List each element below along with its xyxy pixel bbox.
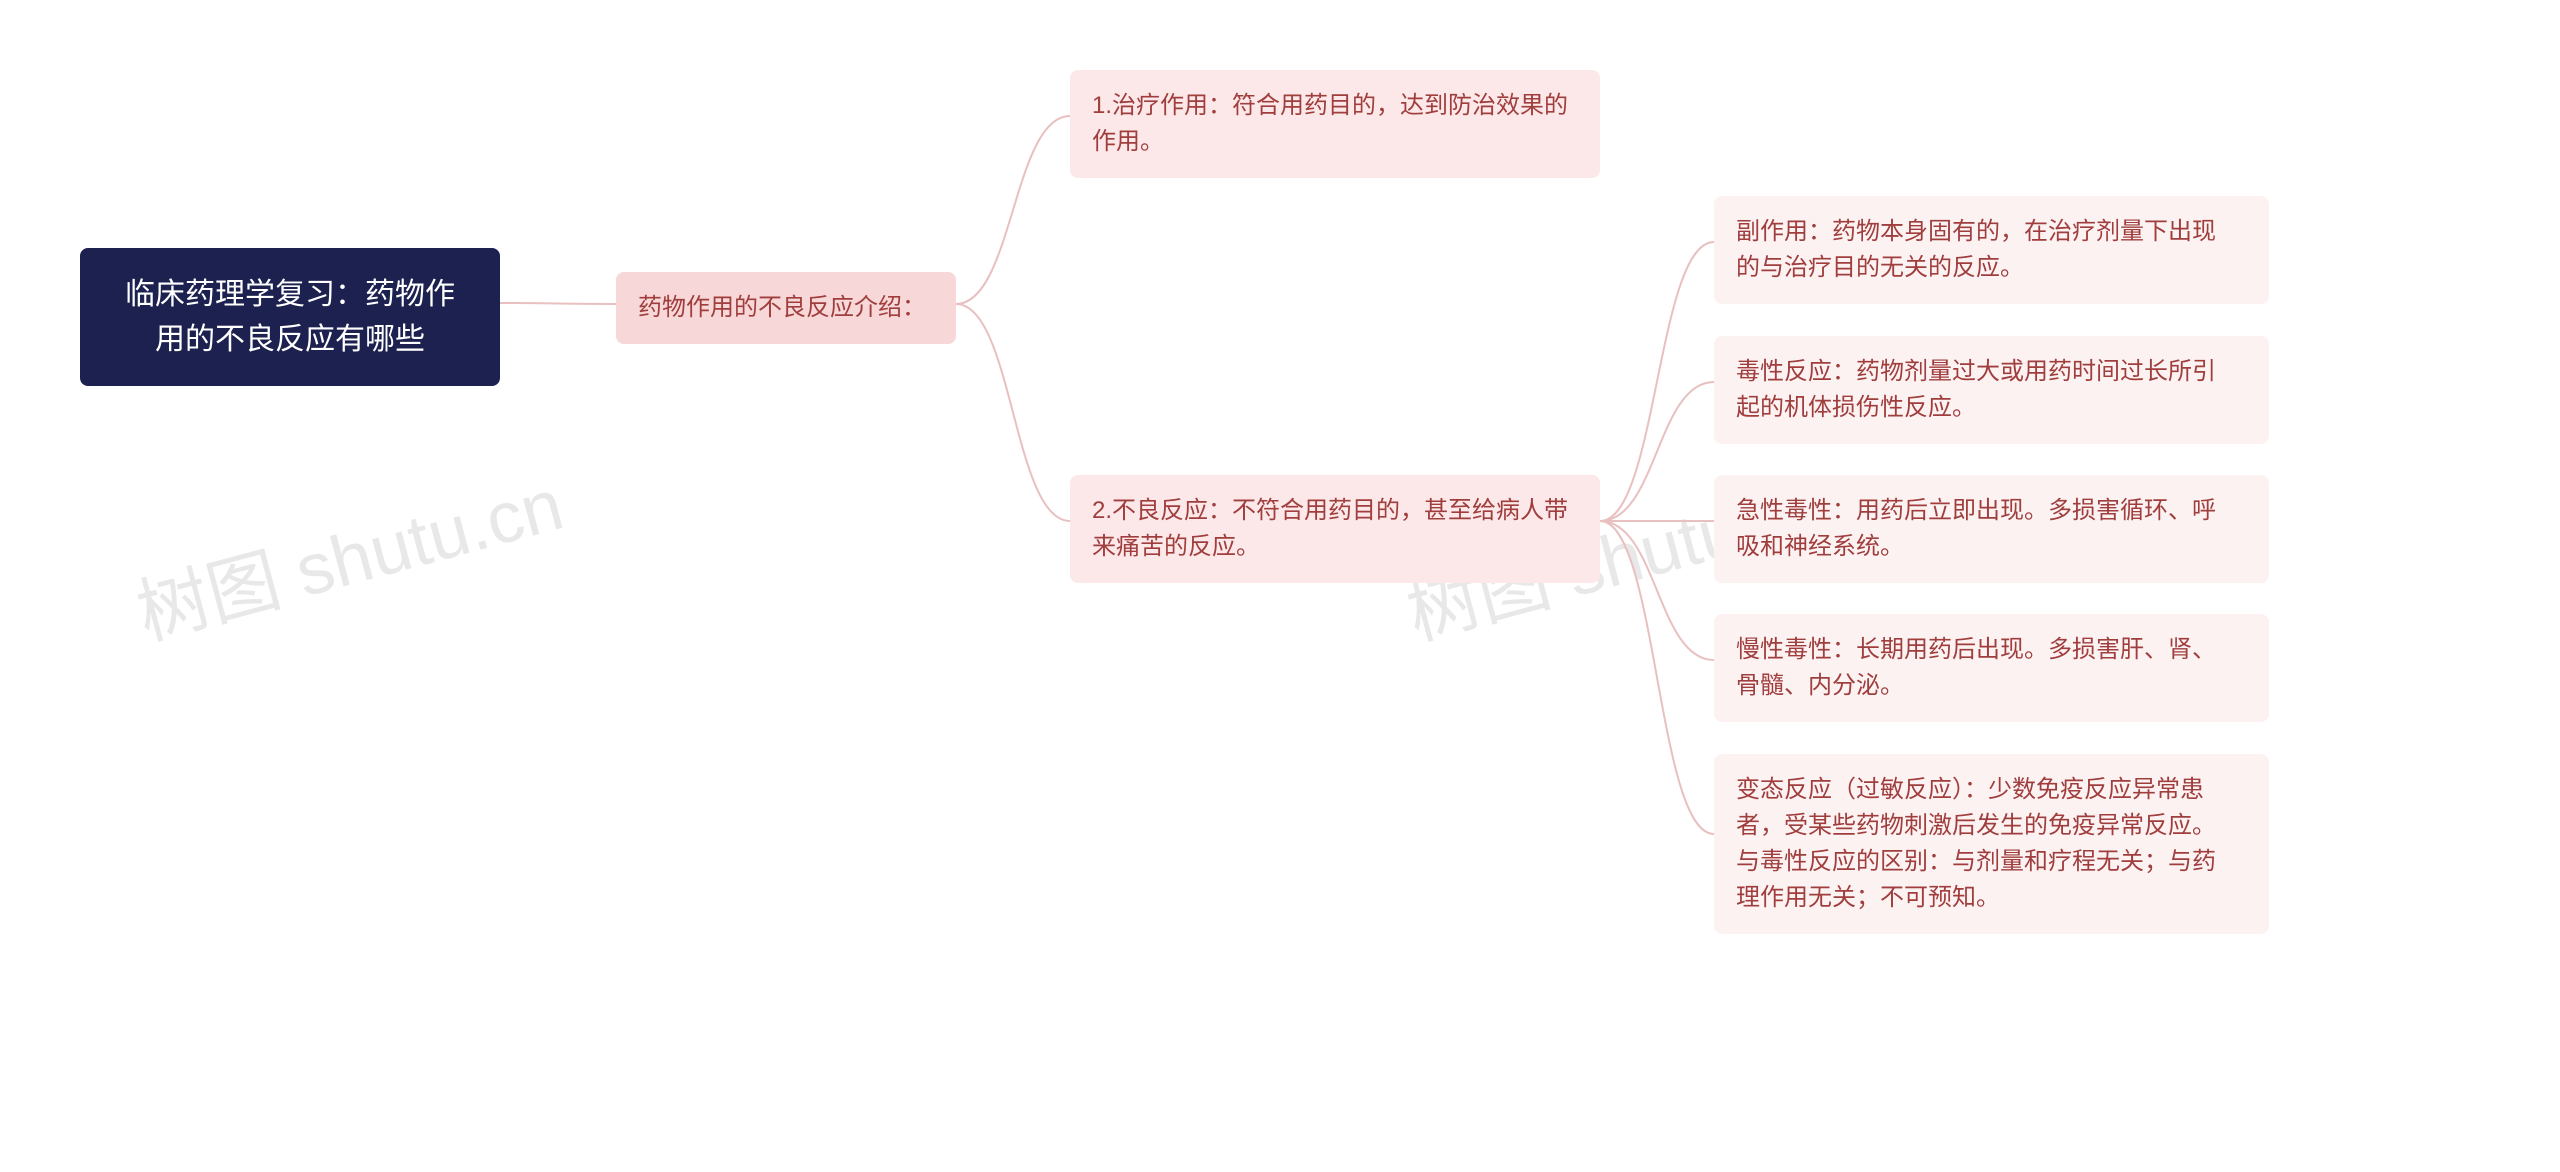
level3-node-1[interactable]: 副作用：药物本身固有的，在治疗剂量下出现 的与治疗目的无关的反应。 [1714, 196, 2269, 304]
root-node[interactable]: 临床药理学复习：药物作 用的不良反应有哪些 [80, 248, 500, 386]
level1-node[interactable]: 药物作用的不良反应介绍： [616, 272, 956, 344]
level3-node-4[interactable]: 慢性毒性：长期用药后出现。多损害肝、肾、 骨髓、内分泌。 [1714, 614, 2269, 722]
level2-node-1[interactable]: 1.治疗作用：符合用药目的，达到防治效果的 作用。 [1070, 70, 1600, 178]
level2-node-2[interactable]: 2.不良反应：不符合用药目的，甚至给病人带 来痛苦的反应。 [1070, 475, 1600, 583]
level3-node-2[interactable]: 毒性反应：药物剂量过大或用药时间过长所引 起的机体损伤性反应。 [1714, 336, 2269, 444]
level3-node-5[interactable]: 变态反应（过敏反应）：少数免疫反应异常患 者，受某些药物刺激后发生的免疫异常反应… [1714, 754, 2269, 934]
level3-node-3[interactable]: 急性毒性：用药后立即出现。多损害循环、呼 吸和神经系统。 [1714, 475, 2269, 583]
